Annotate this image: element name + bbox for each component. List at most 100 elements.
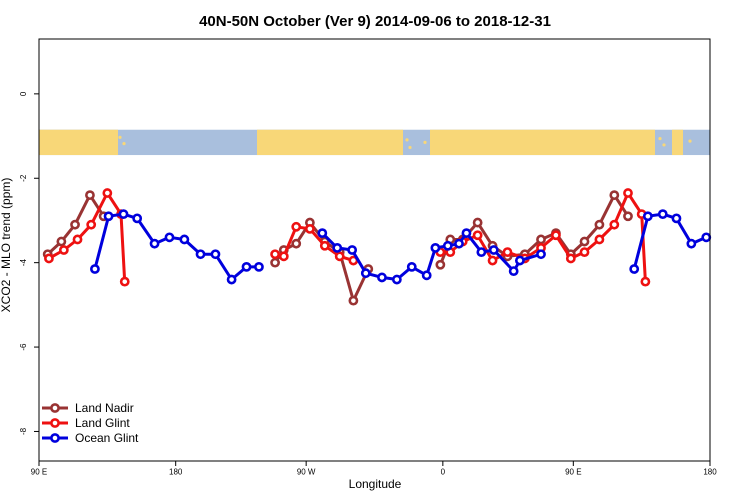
ocean-glint-point	[629, 264, 640, 274]
island-4	[423, 140, 427, 144]
land-glint-point	[609, 219, 620, 230]
legend-item-ocean-glint: Ocean Glint	[42, 431, 139, 445]
y-tick-label: 0	[19, 91, 28, 96]
y-tick-label: -8	[19, 427, 28, 435]
land-glint-point	[319, 240, 330, 251]
land-glint-point	[86, 219, 97, 230]
land-glint-point	[334, 251, 345, 262]
ocean-glint-point	[254, 261, 264, 272]
land-nadir-point	[270, 257, 280, 268]
y-tick-label: -4	[19, 259, 28, 267]
land-nadir-point	[472, 217, 483, 228]
ocean-glint-point	[164, 232, 175, 243]
ocean-glint-point	[132, 213, 143, 224]
ocean-glint-point	[514, 255, 525, 266]
land-nadir-point	[609, 190, 620, 201]
world-map-strip	[39, 129, 710, 156]
ocean-glint-point	[317, 228, 328, 239]
legend-item-land-glint: Land Glint	[42, 416, 130, 430]
ocean-glint-point	[642, 211, 653, 222]
land-nadir-point	[291, 238, 302, 249]
series-land-glint	[44, 188, 651, 287]
ocean-glint-point	[179, 234, 190, 245]
land-japan	[672, 129, 683, 156]
land-glint-point	[565, 253, 576, 264]
ocean-glint-point	[476, 247, 487, 258]
legend-swatch-point	[50, 403, 60, 413]
ocean-glint-point	[332, 242, 343, 253]
legend-swatch-point	[50, 433, 60, 443]
ocean-glint-point	[149, 238, 160, 249]
x-axis-ticks: 90 E 180 90 W 0 90 E 180	[31, 461, 717, 477]
ocean-glint-point	[430, 242, 441, 253]
legend-label: Ocean Glint	[75, 431, 139, 445]
y-axis-ticks: 0 -2 -4 -6 -8	[19, 91, 39, 435]
series-ocean-glint	[90, 209, 712, 285]
ocean-glint-point	[454, 238, 464, 249]
island-7	[688, 139, 692, 143]
chart-title: 40N-50N October (Ver 9) 2014-09-06 to 20…	[199, 13, 551, 30]
ocean-glint-point	[657, 209, 668, 220]
land-europe-asia	[430, 129, 655, 156]
land-glint-point	[278, 251, 289, 262]
x-tick-label: 180	[703, 468, 717, 477]
ocean-glint-point	[461, 228, 472, 239]
ocean-glint-point	[391, 274, 402, 285]
ocean-glint-point	[90, 264, 100, 274]
ocean-glint-line-segment	[93, 212, 259, 281]
land-nadir-point	[56, 236, 67, 247]
x-tick-label: 0	[441, 468, 446, 477]
land-nadir-point	[348, 295, 359, 306]
ocean-glint-point	[103, 211, 114, 222]
x-tick-label: 90 E	[565, 468, 581, 477]
land-glint-point	[44, 253, 54, 264]
land-glint-point	[270, 249, 280, 260]
y-tick-label: -6	[19, 343, 28, 351]
ocean-glint-point	[226, 274, 237, 285]
land-glint-point	[623, 188, 633, 198]
ocean-glint-point	[442, 240, 453, 251]
ocean-glint-point	[701, 232, 712, 243]
ocean-glint-point	[347, 245, 358, 255]
island-0	[118, 135, 122, 139]
legend-label: Land Nadir	[75, 401, 134, 415]
land-north-america	[257, 129, 403, 156]
land-glint-point	[579, 247, 590, 258]
land-glint-point	[102, 188, 113, 198]
land-glint-point	[551, 230, 561, 241]
island-5	[658, 136, 662, 141]
x-axis-label: Longitude	[349, 477, 402, 491]
plot-frame	[38, 38, 711, 462]
land-nadir-point	[579, 236, 590, 247]
ocean-glint-point	[686, 238, 697, 249]
island-1	[122, 142, 126, 146]
land-glint-point	[58, 245, 69, 255]
x-tick-label: 90 W	[297, 468, 316, 477]
land-nadir-point	[435, 259, 446, 270]
ocean-glint-point	[671, 213, 682, 224]
land-glint-point	[472, 230, 483, 241]
land-nadir-point	[594, 219, 605, 230]
ocean-glint-point	[195, 249, 206, 260]
ocean-glint-point	[241, 261, 252, 272]
land-glint-point	[640, 276, 651, 287]
land-glint-point	[72, 234, 83, 245]
land-nadir-point	[623, 211, 633, 222]
land-glint-point	[291, 221, 302, 232]
land-nadir-point	[536, 234, 546, 245]
land-asia-east	[39, 129, 118, 156]
land-nadir-point	[70, 219, 80, 230]
y-axis-label: XCO2 - MLO trend (ppm)	[0, 178, 13, 313]
land-nadir-point	[85, 190, 95, 201]
land-glint-point	[304, 223, 315, 234]
ocean-glint-point	[118, 209, 129, 220]
ocean-glint-point	[377, 272, 387, 283]
legend-label: Land Glint	[75, 416, 130, 430]
x-tick-label: 90 E	[31, 468, 47, 477]
ocean-glint-point	[536, 249, 546, 260]
island-6	[662, 143, 666, 147]
ocean-glint-point	[421, 270, 432, 281]
x-tick-label: 180	[169, 468, 183, 477]
